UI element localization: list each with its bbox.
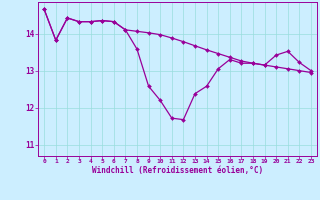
X-axis label: Windchill (Refroidissement éolien,°C): Windchill (Refroidissement éolien,°C) xyxy=(92,166,263,175)
